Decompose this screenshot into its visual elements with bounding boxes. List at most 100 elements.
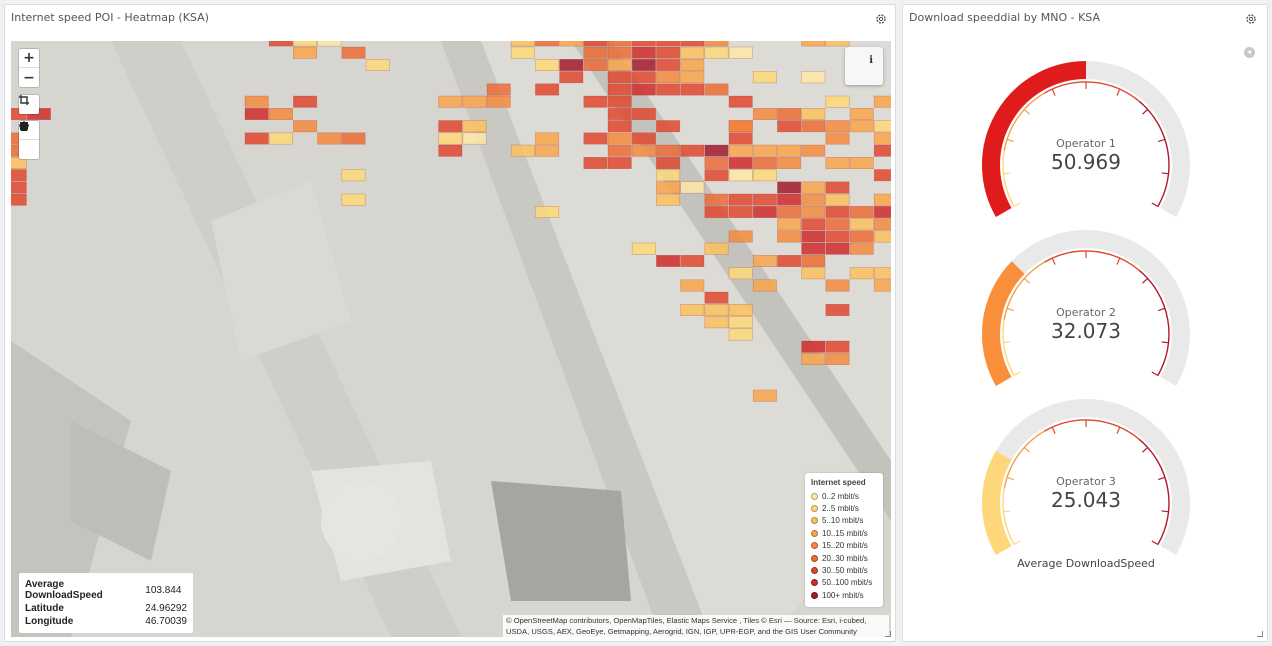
heatmap-cell[interactable] (244, 95, 269, 108)
heatmap-cell[interactable] (728, 316, 753, 329)
heatmap-cell[interactable] (728, 132, 753, 145)
heatmap-cell[interactable] (656, 46, 681, 59)
heatmap-cell[interactable] (583, 46, 608, 59)
heatmap-cell[interactable] (704, 316, 729, 329)
heatmap-cell[interactable] (462, 95, 487, 108)
heatmap-cell[interactable] (704, 157, 729, 170)
heatmap-cell[interactable] (704, 206, 729, 219)
heatmap-cell[interactable] (801, 218, 826, 231)
heatmap-cell[interactable] (728, 303, 753, 316)
heatmap-cell[interactable] (752, 157, 777, 170)
heatmap-cell[interactable] (486, 95, 511, 108)
zoom-out-button[interactable]: − (23, 69, 35, 86)
heatmap-cell[interactable] (728, 328, 753, 341)
heatmap-cell[interactable] (631, 108, 656, 121)
heatmap-cell[interactable] (777, 218, 802, 231)
heatmap-cell[interactable] (268, 108, 293, 121)
heatmap-cell[interactable] (656, 83, 681, 96)
heatmap-cell[interactable] (825, 206, 850, 219)
heatmap-cell[interactable] (680, 58, 705, 71)
heatmap-cell[interactable] (825, 41, 850, 47)
heatmap-cell[interactable] (873, 193, 891, 206)
heatmap-cell[interactable] (607, 58, 632, 71)
heatmap-cell[interactable] (656, 144, 681, 157)
heatmap-cell[interactable] (801, 340, 826, 353)
heatmap-cell[interactable] (535, 58, 560, 71)
heatmap-cell[interactable] (777, 157, 802, 170)
heatmap-cell[interactable] (704, 242, 729, 255)
heatmap-cell[interactable] (268, 41, 293, 47)
heatmap-cell[interactable] (631, 242, 656, 255)
heatmap-cell[interactable] (704, 169, 729, 182)
heatmap-cell[interactable] (801, 193, 826, 206)
heatmap-cell[interactable] (752, 108, 777, 121)
heatmap-cell[interactable] (656, 120, 681, 133)
heatmap-cell[interactable] (777, 193, 802, 206)
heatmap-cell[interactable] (583, 41, 608, 47)
heatmap-cell[interactable] (777, 255, 802, 268)
heatmap-cell[interactable] (631, 132, 656, 145)
heatmap-cell[interactable] (680, 303, 705, 316)
heatmap-cell[interactable] (510, 46, 535, 59)
heatmap-cell[interactable] (752, 169, 777, 182)
heatmap-cell[interactable] (825, 340, 850, 353)
heatmap-cell[interactable] (825, 193, 850, 206)
heatmap-cell[interactable] (873, 279, 891, 292)
heatmap-cell[interactable] (583, 58, 608, 71)
heatmap-cell[interactable] (728, 46, 753, 59)
heatmap-cell[interactable] (607, 157, 632, 170)
draw-rectangle-button[interactable] (19, 122, 39, 159)
heatmap-cell[interactable] (583, 157, 608, 170)
chevron-left-icon[interactable] (1244, 47, 1255, 58)
heatmap-cell[interactable] (317, 132, 342, 145)
heatmap-cell[interactable] (365, 58, 390, 71)
heatmap-cell[interactable] (801, 181, 826, 194)
heatmap-cell[interactable] (462, 120, 487, 133)
heatmap-cell[interactable] (656, 71, 681, 84)
heatmap-cell[interactable] (583, 95, 608, 108)
heatmap-cell[interactable] (777, 120, 802, 133)
heatmap-cell[interactable] (11, 157, 27, 170)
heatmap-cell[interactable] (752, 279, 777, 292)
heatmap-cell[interactable] (293, 95, 318, 108)
heatmap-cell[interactable] (825, 157, 850, 170)
heatmap-cell[interactable] (825, 352, 850, 365)
heatmap-cell[interactable] (510, 41, 535, 47)
heatmap-cell[interactable] (656, 193, 681, 206)
heatmap-cell[interactable] (680, 71, 705, 84)
heatmap-cell[interactable] (825, 218, 850, 231)
heatmap-cell[interactable] (341, 193, 366, 206)
heatmap-cell[interactable] (849, 108, 874, 121)
heatmap-cell[interactable] (873, 206, 891, 219)
heatmap-cell[interactable] (849, 218, 874, 231)
heatmap-cell[interactable] (801, 206, 826, 219)
heatmap-cell[interactable] (849, 230, 874, 243)
heatmap-cell[interactable] (341, 132, 366, 145)
crop-button[interactable] (19, 95, 39, 114)
heatmap-cell[interactable] (293, 46, 318, 59)
heatmap-cell[interactable] (559, 41, 584, 47)
heatmap-cell[interactable] (801, 230, 826, 243)
heatmap-cell[interactable] (680, 279, 705, 292)
heatmap-cell[interactable] (317, 41, 342, 47)
heatmap-cell[interactable] (656, 255, 681, 268)
heatmap-cell[interactable] (728, 230, 753, 243)
heatmap-cell[interactable] (535, 83, 560, 96)
heatmap-cell[interactable] (607, 144, 632, 157)
heatmap-cell[interactable] (462, 132, 487, 145)
heatmap-cell[interactable] (704, 41, 729, 47)
heatmap-cell[interactable] (704, 303, 729, 316)
gear-icon[interactable] (1245, 13, 1257, 25)
heatmap-cell[interactable] (873, 267, 891, 280)
heatmap-cell[interactable] (607, 108, 632, 121)
heatmap-cell[interactable] (752, 71, 777, 84)
heatmap-cell[interactable] (680, 83, 705, 96)
heatmap-cell[interactable] (728, 120, 753, 133)
heatmap-cell[interactable] (849, 120, 874, 133)
heatmap-cell[interactable] (680, 144, 705, 157)
heatmap-cell[interactable] (728, 206, 753, 219)
heatmap-cell[interactable] (752, 193, 777, 206)
heatmap-cell[interactable] (825, 242, 850, 255)
heatmap-cell[interactable] (704, 144, 729, 157)
heatmap-cell[interactable] (728, 193, 753, 206)
